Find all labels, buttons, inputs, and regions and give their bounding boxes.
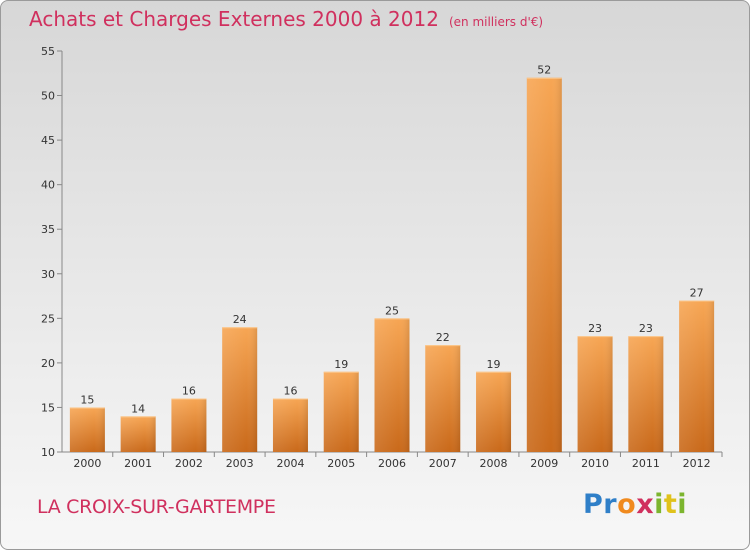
bar-shade (476, 371, 512, 452)
x-tick-label: 2006 (378, 457, 406, 470)
y-tick-label: 35 (41, 223, 55, 236)
logo-letter: o (617, 489, 637, 520)
bar-shade (69, 407, 105, 452)
x-tick-label: 2010 (581, 457, 609, 470)
bar-shade (679, 300, 715, 452)
x-tick-label: 2007 (429, 457, 457, 470)
bar-shade (222, 327, 258, 452)
bar-shade (526, 77, 562, 452)
y-tick-label: 25 (41, 312, 55, 325)
bar-shade (374, 318, 410, 452)
logo-letter: x (636, 489, 655, 520)
x-tick-label: 2004 (276, 457, 304, 470)
bar-shade (628, 336, 664, 452)
x-tick-label: 2009 (530, 457, 558, 470)
bar-shade (171, 398, 207, 452)
bar-shade (323, 371, 359, 452)
x-tick-label: 2003 (226, 457, 254, 470)
chart-title-text: Achats et Charges Externes 2000 à 2012 (29, 7, 439, 31)
x-tick-label: 2002 (175, 457, 203, 470)
logo-letter: i (677, 489, 688, 520)
proxiti-logo: Proxiti (583, 489, 687, 520)
bar-shade (120, 416, 156, 452)
data-label: 19 (334, 358, 348, 371)
x-tick-label: 2000 (73, 457, 101, 470)
logo-letter: t (663, 489, 678, 520)
data-label: 24 (233, 313, 247, 326)
data-label: 16 (182, 385, 196, 398)
y-tick-label: 30 (41, 268, 55, 281)
axes: 10 15 20 25 30 35 40 45 50 55 2000 2001 2002 2003 2004… (41, 45, 723, 470)
x-tick-label: 2005 (327, 457, 355, 470)
logo-letter: i (654, 489, 664, 520)
data-label: 15 (80, 393, 94, 406)
x-tick-label: 2008 (480, 457, 508, 470)
bar-shade (425, 345, 461, 452)
data-label: 23 (588, 322, 602, 335)
chart-title: Achats et Charges Externes 2000 à 2012 (e… (29, 7, 543, 31)
x-tick-label: 2011 (632, 457, 660, 470)
data-labels: 15 14 16 24 16 19 25 22 19 52 23 23 27 (80, 64, 703, 416)
data-label: 22 (436, 331, 450, 344)
y-tick-label: 15 (41, 401, 55, 414)
y-tick-label: 45 (41, 134, 55, 147)
y-tick-label: 55 (41, 45, 55, 58)
data-label: 14 (131, 402, 145, 415)
data-label: 52 (537, 64, 551, 77)
x-tick-label: 2001 (124, 457, 152, 470)
y-tick-label: 10 (41, 446, 55, 459)
chart-subtitle: (en milliers d'€) (448, 15, 544, 29)
y-tick-label: 50 (41, 90, 55, 103)
data-label: 25 (385, 304, 399, 317)
place-name: LA CROIX-SUR-GARTEMPE (37, 496, 276, 518)
logo-letter: P (583, 489, 604, 520)
data-label: 19 (487, 358, 501, 371)
y-tick-label: 40 (41, 179, 55, 192)
y-tick-label: 20 (41, 357, 55, 370)
data-label: 23 (639, 322, 653, 335)
data-label: 16 (283, 385, 297, 398)
logo-letter: r (603, 489, 618, 520)
bars (69, 77, 715, 452)
bar-shade (577, 336, 613, 452)
x-tick-label: 2012 (683, 457, 711, 470)
data-label: 27 (690, 287, 704, 300)
bar-shade (272, 398, 308, 452)
